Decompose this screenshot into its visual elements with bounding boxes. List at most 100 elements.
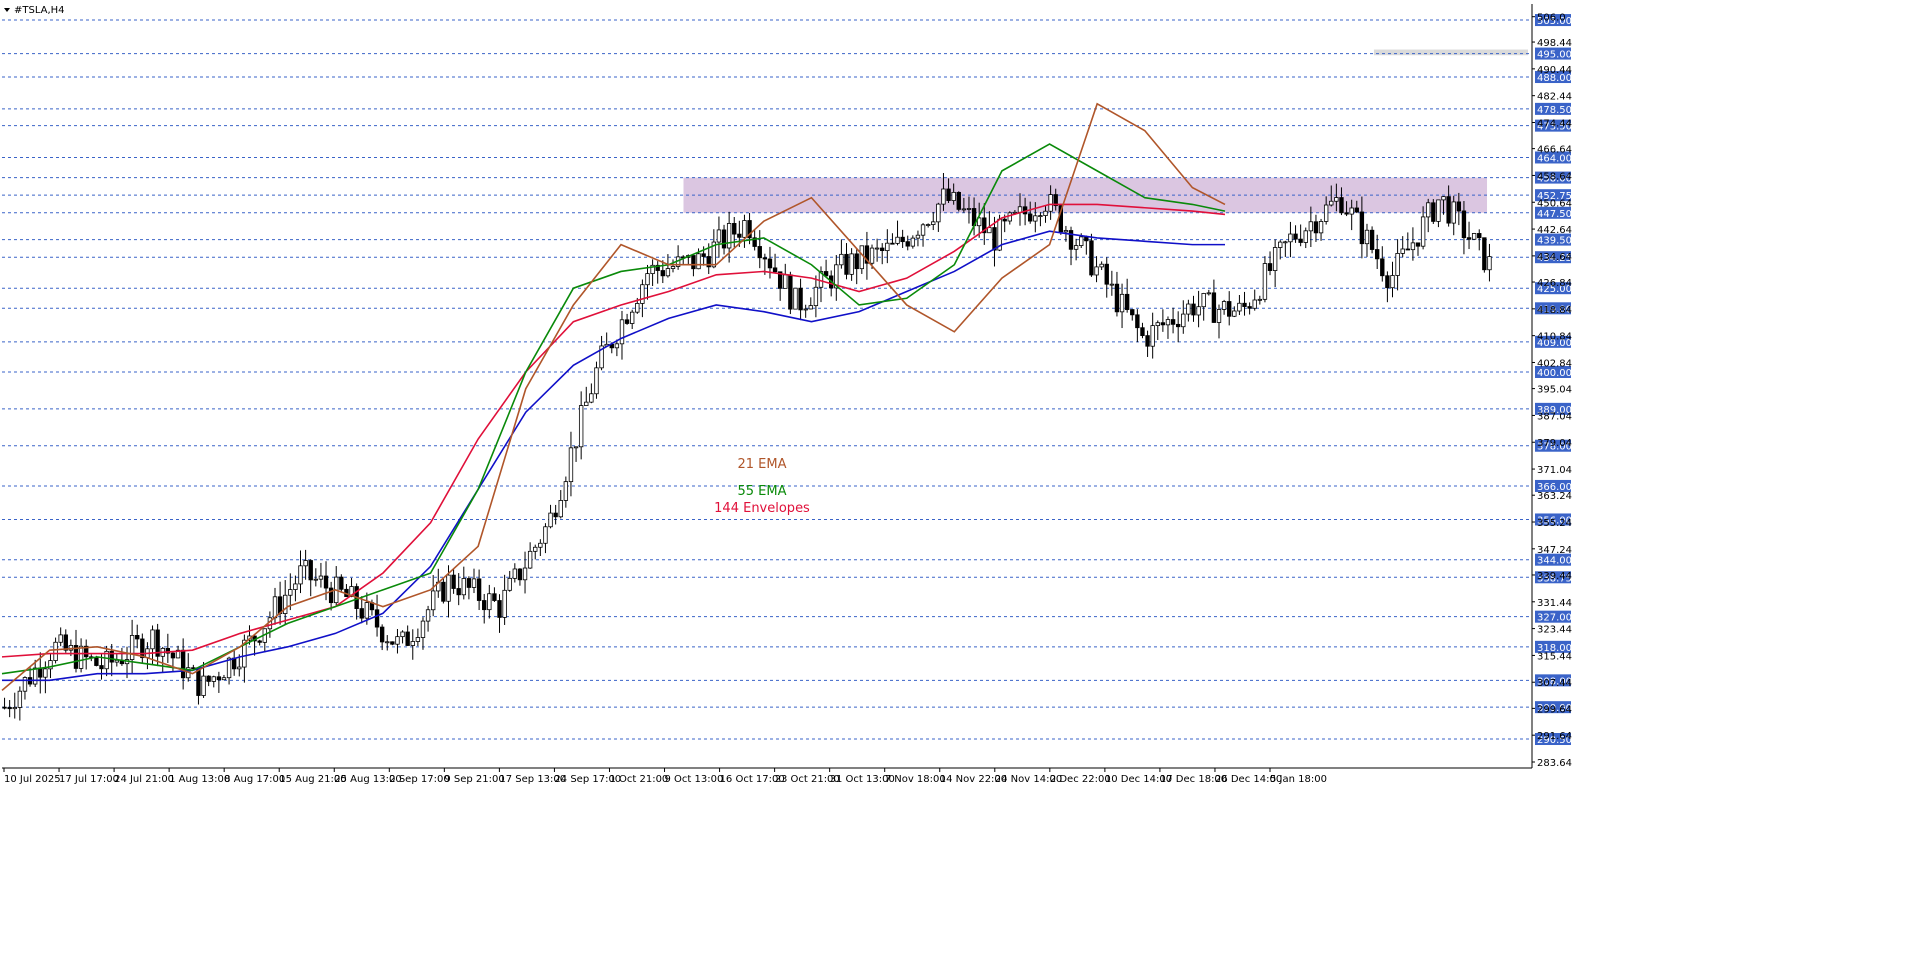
- candle-body: [1364, 229, 1370, 245]
- level-tag-7: [1535, 189, 1571, 202]
- candle-body: [84, 645, 89, 658]
- legend-label-1: 55 EMA: [738, 484, 787, 499]
- candle-body: [1155, 322, 1160, 327]
- candle-body: [293, 583, 298, 590]
- candle-body: [303, 560, 308, 567]
- candle-body: [1048, 194, 1053, 212]
- candle-body: [201, 675, 206, 696]
- candle-body: [512, 568, 518, 579]
- dropdown-triangle-icon[interactable]: [4, 8, 10, 12]
- candle-body: [1375, 249, 1380, 260]
- candle-body: [471, 578, 477, 588]
- candle-body: [1186, 303, 1191, 315]
- candle-body: [1140, 327, 1145, 337]
- candle-body: [150, 629, 155, 650]
- candle-body: [1441, 196, 1446, 201]
- y-tick-label-9: 434.64: [1537, 252, 1572, 263]
- candle-body: [522, 567, 528, 581]
- candle-body: [900, 236, 905, 243]
- candle-body: [415, 637, 421, 642]
- level-tag-13: [1535, 335, 1571, 348]
- y-tick-label-14: 395.04: [1537, 385, 1572, 396]
- candles-layer: [2, 173, 1492, 721]
- candle-body: [573, 446, 579, 449]
- candle-body: [966, 208, 972, 210]
- candle-body: [548, 512, 553, 528]
- candle-body: [1426, 202, 1431, 218]
- candle-body: [803, 308, 808, 311]
- y-tick-label-15: 387.04: [1537, 411, 1572, 422]
- x-tick-label-5: 15 Aug 21:00: [279, 774, 346, 785]
- candle-body: [441, 581, 446, 602]
- candle-body: [1196, 306, 1201, 316]
- candle-body: [339, 576, 344, 590]
- candle-body: [104, 650, 109, 670]
- candle-body: [1033, 215, 1038, 222]
- candle-body: [1477, 233, 1482, 239]
- candle-body: [946, 188, 951, 201]
- candle-body: [1354, 207, 1359, 213]
- level-tag-text-21: 327.00: [1537, 613, 1572, 624]
- candle-body: [420, 620, 426, 638]
- level-tag-0: [1535, 14, 1571, 27]
- candle-body: [1293, 233, 1298, 240]
- level-tag-text-11: 425.00: [1537, 284, 1572, 295]
- y-tick-label-10: 426.84: [1537, 278, 1572, 289]
- candle-body: [874, 247, 880, 250]
- level-tag-2: [1535, 71, 1571, 84]
- y-tick-label-2: 490.44: [1537, 65, 1572, 76]
- y-tick-label-21: 339.44: [1537, 571, 1572, 582]
- candle-body: [834, 264, 839, 289]
- candle-body: [237, 666, 242, 670]
- candle-body: [1482, 237, 1487, 271]
- candle-body: [466, 578, 472, 588]
- candle-body: [1298, 238, 1303, 243]
- x-tick-label-17: 14 Nov 22:00: [940, 774, 1007, 785]
- candle-body: [1068, 230, 1074, 250]
- candle-body: [476, 578, 482, 601]
- y-tick-label-4: 474.44: [1537, 118, 1572, 129]
- candle-body: [1206, 292, 1211, 295]
- level-tag-14: [1535, 365, 1571, 378]
- candle-body: [578, 405, 584, 448]
- candle-body: [956, 191, 961, 210]
- candle-body: [1272, 247, 1278, 271]
- candle-body: [1257, 298, 1263, 301]
- candle-body: [216, 676, 222, 681]
- candle-body: [1313, 221, 1319, 234]
- level-tag-25: [1535, 733, 1571, 746]
- candle-body: [328, 587, 334, 604]
- candle-body: [385, 641, 390, 644]
- level-tag-text-5: 464.00: [1537, 153, 1572, 164]
- candle-body: [619, 319, 625, 345]
- level-tag-4: [1535, 119, 1571, 132]
- candle-body: [1410, 242, 1416, 251]
- candle-body: [961, 208, 967, 211]
- candle-body: [1318, 221, 1324, 234]
- candle-body: [732, 223, 737, 235]
- candle-body: [864, 245, 870, 264]
- candle-body: [1135, 314, 1140, 329]
- y-tick-label-28: 283.64: [1537, 758, 1572, 769]
- candle-body: [400, 631, 405, 638]
- candle-body: [563, 481, 569, 501]
- candle-body: [1242, 302, 1247, 307]
- level-tag-text-19: 344.00: [1537, 556, 1572, 567]
- candle-body: [283, 594, 288, 614]
- candle-body: [1400, 248, 1405, 254]
- candle-body: [359, 608, 364, 619]
- candle-body: [1145, 335, 1150, 347]
- candle-body: [1124, 293, 1130, 310]
- candle-body: [1175, 323, 1181, 328]
- candle-body: [793, 287, 798, 310]
- candle-body: [517, 568, 523, 581]
- candle-body: [1089, 240, 1094, 276]
- candle-body: [568, 447, 574, 483]
- candle-body: [374, 609, 380, 628]
- candle-body: [839, 253, 844, 266]
- candle-body: [895, 236, 900, 244]
- level-tag-9: [1535, 233, 1571, 246]
- candle-body: [640, 284, 645, 304]
- candle-body: [905, 241, 910, 247]
